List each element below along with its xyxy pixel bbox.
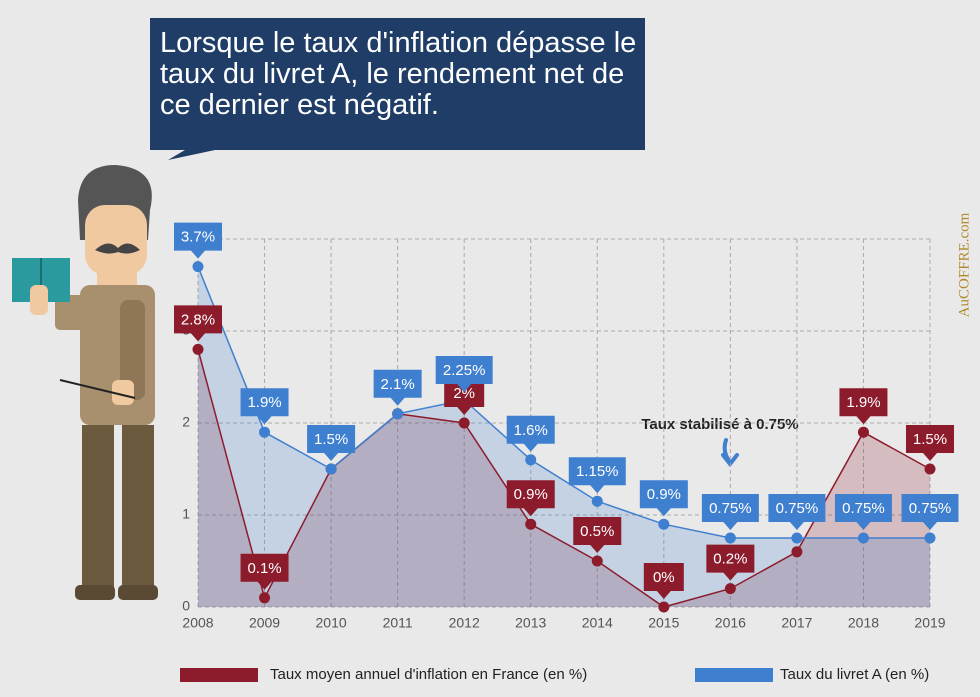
point [658, 601, 670, 613]
label-callout [839, 388, 888, 425]
value-label: 1.9% [247, 394, 281, 411]
label-callout [373, 369, 422, 406]
value-label: 1.15% [576, 463, 619, 480]
point [392, 408, 404, 420]
line [197, 349, 931, 608]
value-label: 0.2% [713, 551, 747, 568]
x-tick-label: 2019 [914, 615, 945, 631]
point [259, 592, 271, 604]
point [591, 555, 603, 567]
value-label: 2.25% [443, 362, 486, 379]
y-tick-label: 2 [182, 414, 190, 430]
area [198, 349, 930, 607]
label-callout [706, 544, 755, 581]
label-callout [174, 305, 222, 342]
point [525, 518, 537, 530]
value-label: 0.75% [709, 500, 752, 517]
title-box: Lorsque le taux d'inflation dépasse le t… [160, 28, 637, 121]
x-tick-label: 2016 [715, 615, 746, 631]
value-label: 3.7% [181, 229, 215, 246]
point [857, 532, 869, 544]
point [924, 463, 936, 475]
speech-bubble [150, 18, 645, 160]
x-tick-label: 2010 [316, 615, 347, 631]
value-label: 0.9% [514, 486, 548, 503]
y-tick-label: 1 [182, 506, 190, 522]
point [791, 532, 803, 544]
legend: Taux moyen annuel d'inflation en France … [180, 666, 929, 683]
chart-title: Lorsque le taux d'inflation dépasse le t… [160, 28, 637, 121]
value-label: 0.1% [247, 560, 281, 577]
point [857, 426, 869, 438]
label-callout [568, 457, 626, 494]
point [192, 261, 204, 273]
value-label: 2.8% [181, 311, 215, 328]
area [198, 266, 930, 607]
label-callout [573, 517, 622, 553]
point [724, 583, 736, 595]
point [658, 518, 670, 530]
value-label: 1.5% [913, 431, 947, 448]
label-callout [240, 388, 289, 425]
legend-label: Taux moyen annuel d'inflation en France … [270, 666, 587, 683]
x-tick-label: 2011 [383, 615, 413, 631]
point [259, 426, 271, 438]
value-label: 0.75% [909, 500, 952, 517]
point [591, 495, 603, 507]
label-callout [307, 425, 356, 461]
point [458, 417, 470, 429]
x-tick-label: 2014 [582, 615, 613, 631]
legend-swatch [180, 668, 258, 682]
x-tick-label: 2008 [182, 615, 213, 631]
x-tick-label: 2012 [449, 615, 480, 631]
label-callout [506, 480, 555, 517]
annotation: Taux stabilisé à 0.75% [641, 416, 798, 433]
character [12, 165, 158, 600]
value-label: 2.1% [381, 376, 415, 393]
value-label: 1.5% [314, 431, 348, 448]
value-label: 1.6% [514, 422, 548, 439]
label-callout [506, 415, 555, 452]
point [525, 454, 537, 466]
point [192, 343, 204, 355]
label-callout [701, 494, 759, 530]
point [791, 546, 803, 558]
brand-logo: AuCOFFRE.com [956, 212, 972, 317]
plot: 0123420082009201020112012201320142015201… [174, 222, 959, 631]
y-tick-label: 0 [182, 598, 190, 614]
line [197, 266, 930, 539]
label-callout [834, 494, 892, 530]
value-label: 0% [653, 569, 675, 586]
point [325, 463, 337, 475]
label-callout [444, 379, 485, 415]
x-tick-label: 2017 [781, 615, 812, 631]
label-callout [174, 222, 222, 259]
x-tick-label: 2013 [515, 615, 546, 631]
label-callout [639, 480, 688, 517]
label-callout [435, 356, 493, 392]
value-label: 0.75% [776, 500, 819, 517]
label-callout [906, 425, 954, 461]
label-callout [643, 563, 684, 599]
value-label: 2% [453, 385, 475, 402]
label-callout [240, 553, 289, 590]
label-callout [901, 494, 959, 530]
value-label: 0.75% [842, 500, 885, 517]
value-label: 0.9% [647, 486, 681, 503]
point [724, 532, 736, 544]
legend-swatch [695, 668, 773, 682]
value-label: 1.9% [846, 394, 880, 411]
point [924, 532, 936, 544]
x-tick-label: 2009 [249, 615, 280, 631]
value-label: 0.5% [580, 523, 614, 540]
x-tick-label: 2018 [848, 615, 879, 631]
legend-label: Taux du livret A (en %) [780, 666, 929, 683]
label-callout [768, 494, 826, 530]
x-tick-label: 2015 [648, 615, 679, 631]
